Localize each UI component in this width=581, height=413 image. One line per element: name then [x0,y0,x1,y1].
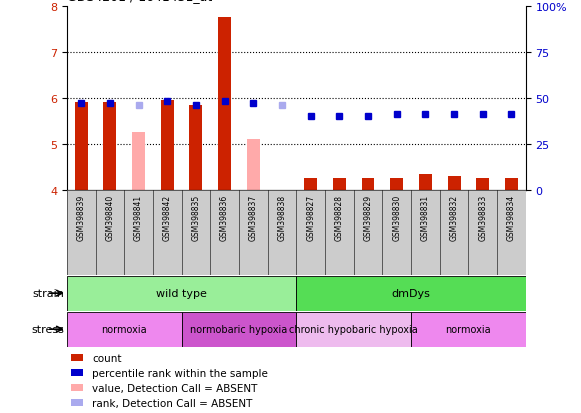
Text: normoxia: normoxia [101,324,147,335]
Bar [505,179,518,190]
Bar [71,399,83,406]
Bar [411,312,526,347]
Text: GSM398841: GSM398841 [134,195,143,241]
Text: GSM398828: GSM398828 [335,195,344,240]
Text: GSM398827: GSM398827 [306,195,315,241]
Text: normoxia: normoxia [446,324,492,335]
Bar [296,276,526,311]
Bar [476,179,489,190]
Bar [333,179,346,190]
Text: GSM398838: GSM398838 [278,195,286,241]
Bar [390,179,403,190]
Text: GSM398837: GSM398837 [249,195,258,241]
Bar [71,385,83,392]
Bar [67,312,181,347]
Text: GSM398834: GSM398834 [507,195,516,241]
Text: GSM398842: GSM398842 [163,195,172,241]
Text: rank, Detection Call = ABSENT: rank, Detection Call = ABSENT [92,398,252,408]
Bar [361,179,375,190]
Bar [103,103,116,190]
Bar [71,354,83,361]
Text: GSM398832: GSM398832 [450,195,458,241]
Text: normobaric hypoxia: normobaric hypoxia [191,324,288,335]
Bar [218,18,231,190]
Text: dmDys: dmDys [392,288,431,299]
Text: GSM398839: GSM398839 [77,195,85,241]
Text: strain: strain [32,288,64,299]
Text: GSM398833: GSM398833 [478,195,487,241]
Bar [75,103,88,190]
Bar [71,369,83,377]
Text: percentile rank within the sample: percentile rank within the sample [92,368,268,378]
Bar [189,105,202,190]
Text: GSM398831: GSM398831 [421,195,430,241]
Text: GDS4201 / 1641431_at: GDS4201 / 1641431_at [67,0,212,3]
Text: GSM398829: GSM398829 [364,195,372,241]
Bar [67,276,296,311]
Bar [304,179,317,190]
Bar [161,101,174,190]
Text: GSM398830: GSM398830 [392,195,401,241]
Text: GSM398840: GSM398840 [105,195,114,241]
Bar [181,312,296,347]
Text: value, Detection Call = ABSENT: value, Detection Call = ABSENT [92,383,257,393]
Text: GSM398836: GSM398836 [220,195,229,241]
Text: wild type: wild type [156,288,207,299]
Bar [247,140,260,190]
Bar [296,312,411,347]
Bar [132,133,145,190]
Bar [447,177,461,190]
Text: stress: stress [31,324,64,335]
Text: chronic hypobaric hypoxia: chronic hypobaric hypoxia [289,324,418,335]
Bar [419,174,432,190]
Text: count: count [92,353,121,363]
Text: GSM398835: GSM398835 [191,195,200,241]
